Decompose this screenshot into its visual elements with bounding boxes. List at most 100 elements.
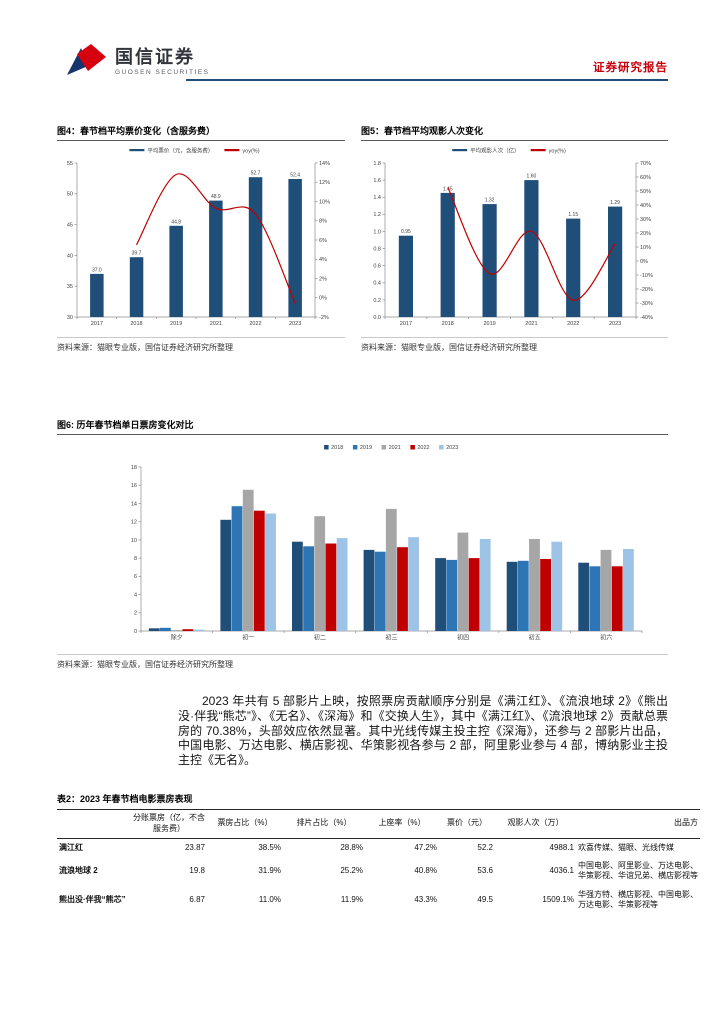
brand-text: 国信证券 GUOSEN SECURITIES <box>115 47 209 76</box>
svg-text:18: 18 <box>131 465 137 471</box>
svg-text:16: 16 <box>131 483 137 489</box>
brand-name-en: GUOSEN SECURITIES <box>115 68 210 76</box>
svg-text:2021: 2021 <box>389 445 401 451</box>
box-office-table: 分账票房（亿，不含服务费） 票房占比（%） 排片占比（%） 上座率（%） 票价（元） 观影… <box>57 809 700 915</box>
svg-text:10%: 10% <box>640 245 651 251</box>
svg-text:1.6: 1.6 <box>373 178 381 184</box>
table-cell: 43.3% <box>414 894 437 904</box>
table-cell: 4988.1 <box>549 842 574 852</box>
svg-text:0.0: 0.0 <box>373 315 381 321</box>
svg-text:1.8: 1.8 <box>373 161 381 167</box>
svg-text:35: 35 <box>67 284 73 290</box>
svg-text:-2%: -2% <box>319 315 329 321</box>
svg-text:4: 4 <box>134 592 137 598</box>
table-header-cell <box>57 809 131 839</box>
table-cell: 38.5% <box>258 842 281 852</box>
svg-text:yoy(%): yoy(%) <box>242 149 259 155</box>
svg-text:10: 10 <box>131 538 137 544</box>
svg-text:1.4: 1.4 <box>373 195 381 201</box>
figure-5-source: 资料来源：猫眼专业版，国信证券经济研究所整理 <box>361 337 668 353</box>
svg-text:30: 30 <box>67 315 73 321</box>
table-cell: 52.2 <box>477 842 493 852</box>
svg-text:14%: 14% <box>319 161 330 167</box>
svg-text:2021: 2021 <box>210 321 222 327</box>
table-cell: 40.8% <box>414 866 437 876</box>
svg-text:44.8: 44.8 <box>171 219 181 225</box>
table-2: 表2：2023 年春节档电影票房表现 分账票房（亿，不含服务费） 票房占比（%）排… <box>57 792 700 915</box>
svg-text:2022: 2022 <box>567 321 579 327</box>
table-header: 分账票房（亿，不含服务费） 票房占比（%） 排片占比（%） 上座率（%） 票价（元） 观影… <box>57 809 700 839</box>
table-cell: 28.8% <box>340 842 363 852</box>
svg-text:0.6: 0.6 <box>373 264 381 270</box>
table-cell: 11.9% <box>340 894 363 904</box>
figure-6: 图6: 历年春节档单日票房变化对比 2018 2019 2021 2022 2023 0 2… <box>57 418 668 670</box>
brand-name-cn: 国信证券 <box>115 46 195 67</box>
svg-text:52.7: 52.7 <box>251 171 261 177</box>
table-header-cell: 出品方 <box>576 809 700 839</box>
svg-text:10%: 10% <box>319 199 330 205</box>
svg-text:20%: 20% <box>640 231 651 237</box>
svg-text:2023: 2023 <box>289 321 301 327</box>
guosen-logo: 国信证券 GUOSEN SECURITIES <box>66 44 209 78</box>
table-cell: 23.87 <box>184 842 205 852</box>
svg-text:55: 55 <box>67 161 73 167</box>
svg-text:2018: 2018 <box>331 445 343 451</box>
svg-text:6%: 6% <box>319 238 327 244</box>
figure-6-source: 资料来源：猫眼专业版，国信证券经济研究所整理 <box>57 654 668 670</box>
figure-4: 图4：春节档平均票价变化（含服务费） 平均票价（元，含服务费） yoy(%) 30 3… <box>57 124 345 353</box>
svg-text:-20%: -20% <box>640 287 653 293</box>
figure-4-chart: 平均票价（元，含服务费） yoy(%) 30 35 40 45 50 55 -2% 0% 2% 4% 6… <box>67 147 330 328</box>
svg-text:yoy(%): yoy(%) <box>549 149 566 155</box>
svg-text:初二: 初二 <box>314 634 326 642</box>
svg-text:2022: 2022 <box>417 445 429 451</box>
svg-text:12: 12 <box>131 520 137 526</box>
table-cell: 25.2% <box>340 866 363 876</box>
table-cell: 4036.1 <box>549 866 574 876</box>
svg-text:52.4: 52.4 <box>290 173 300 179</box>
svg-text:0%: 0% <box>640 259 648 265</box>
svg-text:2023: 2023 <box>609 321 621 327</box>
svg-text:2023: 2023 <box>446 445 458 451</box>
table-row: 流浪地球 2 19.8 31.9% 25.2% 40.8% 53.6 4036.1 中国电影、… <box>57 857 700 886</box>
svg-text:0.95: 0.95 <box>401 229 411 235</box>
svg-text:平均观影人次（亿）: 平均观影人次（亿） <box>470 147 520 155</box>
table-header-cell: 票房占比（%） <box>207 809 283 839</box>
svg-text:1.60: 1.60 <box>527 174 537 180</box>
table-row: 熊出没·伴我“熊芯” 6.87 11.0% 11.9% 43.3% 49.5 1509.1%… <box>57 886 700 915</box>
svg-text:初五: 初五 <box>529 634 541 642</box>
svg-text:37.0: 37.0 <box>92 267 102 273</box>
svg-text:8: 8 <box>134 556 137 562</box>
table-cell: 熊出没·伴我“熊芯” <box>59 894 126 904</box>
table-header-cell: 观影人次（万） <box>495 809 576 839</box>
body-paragraph: 2023 年共有 5 部影片上映，按照票房贡献顺序分别是《满江红》、《流浪地球 … <box>178 694 668 768</box>
guosen-logo-icon <box>67 44 106 75</box>
svg-text:2017: 2017 <box>400 321 412 327</box>
svg-text:40: 40 <box>67 253 73 259</box>
svg-text:1.29: 1.29 <box>610 200 620 206</box>
svg-text:39.7: 39.7 <box>132 251 142 257</box>
svg-text:14: 14 <box>131 501 137 507</box>
svg-text:6: 6 <box>134 574 137 580</box>
svg-text:初六: 初六 <box>600 634 612 642</box>
table-cell: 华强方特、横店影视、中国电影、万达电影、华策影视等 <box>578 889 698 910</box>
table-cell: 11.0% <box>258 894 281 904</box>
svg-text:-30%: -30% <box>640 301 653 307</box>
svg-text:2018: 2018 <box>442 321 454 327</box>
table-cell: 6.87 <box>189 894 205 904</box>
svg-text:2019: 2019 <box>170 321 182 327</box>
figure-5-title: 图5：春节档平均观影人次变化 <box>361 124 668 141</box>
table-cell: 1509.1% <box>542 894 574 904</box>
table-cell: 流浪地球 2 <box>59 866 98 876</box>
svg-text:-10%: -10% <box>640 273 653 279</box>
svg-text:8%: 8% <box>319 219 327 225</box>
svg-text:60%: 60% <box>640 175 651 181</box>
svg-text:0.8: 0.8 <box>373 246 381 252</box>
svg-text:1.0: 1.0 <box>373 229 381 235</box>
svg-text:50%: 50% <box>640 189 651 195</box>
figure-6-chart: 2018 2019 2021 2022 2023 0 2 4 6 8 10 12 14 16 18 除夕 初一 初… <box>131 445 643 642</box>
figure-6-title: 图6: 历年春节档单日票房变化对比 <box>57 418 668 435</box>
table-2-title: 表2：2023 年春节档电影票房表现 <box>57 794 193 804</box>
svg-text:48.9: 48.9 <box>211 194 221 200</box>
table-header-cell: 票价（元） <box>439 809 495 839</box>
svg-text:2%: 2% <box>319 276 327 282</box>
